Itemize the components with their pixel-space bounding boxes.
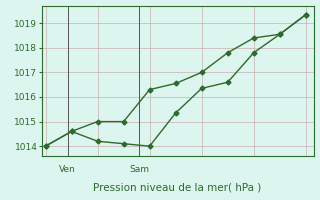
Text: Ven: Ven <box>59 165 76 174</box>
Text: Sam: Sam <box>129 165 149 174</box>
Text: Pression niveau de la mer( hPa ): Pression niveau de la mer( hPa ) <box>93 183 262 193</box>
